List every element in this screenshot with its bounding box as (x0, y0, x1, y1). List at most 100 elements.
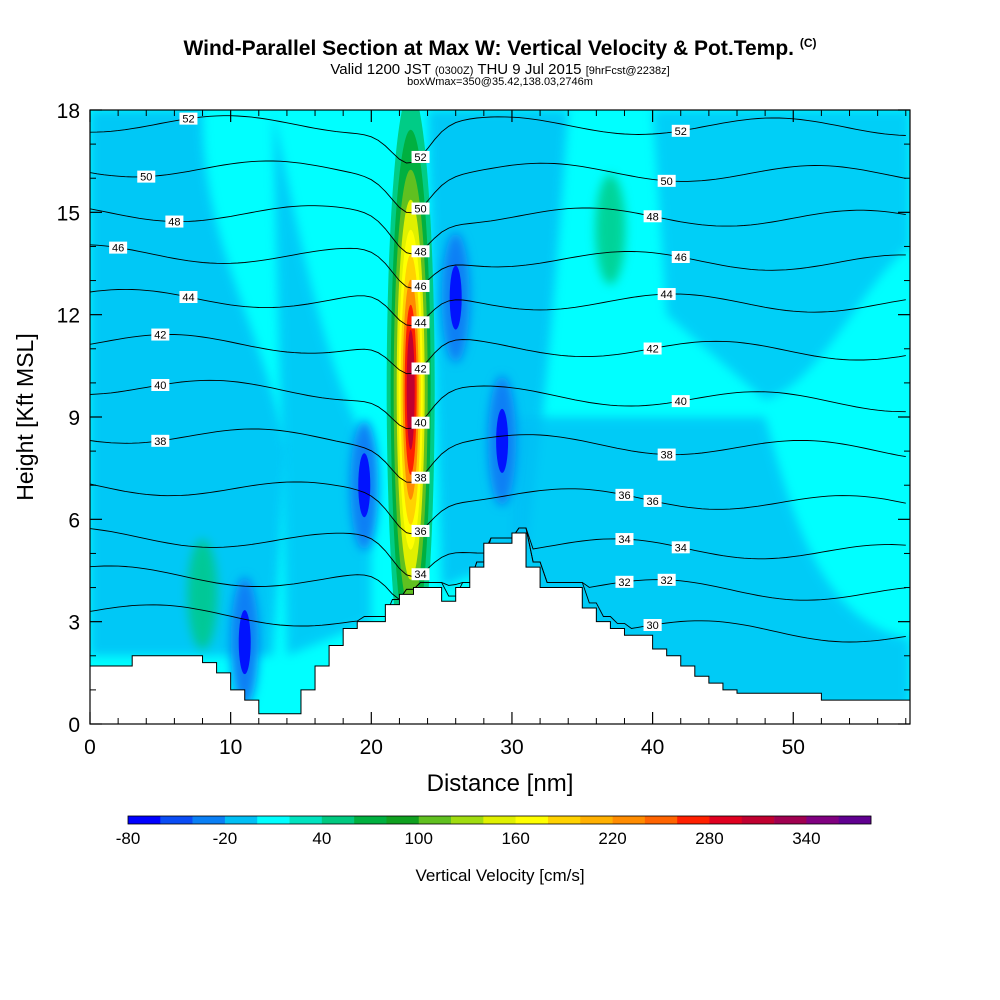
colorbar-swatch (418, 816, 452, 824)
label-box (671, 124, 690, 137)
isentrope-label-text: 34 (414, 569, 426, 581)
label-box (179, 291, 198, 304)
isentrope-label: 36 (615, 488, 634, 502)
x-tick-label: 0 (84, 736, 96, 759)
isentrope-36 (90, 481, 906, 535)
isentrope-label: 50 (411, 202, 430, 216)
colorbar-tick-label: 340 (792, 829, 820, 848)
label-box (411, 150, 430, 163)
label-box (643, 494, 662, 507)
colorbar-swatch (386, 816, 420, 824)
isentrope-label-text: 40 (675, 396, 687, 408)
isentrope-label-text: 40 (154, 380, 166, 392)
isentrope-44 (90, 288, 906, 327)
chart-title: Wind-Parallel Section at Max W: Vertical… (0, 36, 1000, 61)
colorbar-tick-label: 40 (312, 829, 331, 848)
isentrope-label-text: 42 (646, 344, 658, 356)
isentrope-label-text: 42 (154, 330, 166, 342)
isentrope-label-text: 34 (618, 534, 630, 546)
colorbar-swatch (806, 816, 839, 824)
label-box (411, 471, 430, 484)
isentrope-label-text: 48 (168, 217, 180, 229)
label-box (671, 541, 690, 554)
isentrope-label: 46 (411, 279, 430, 293)
label-box (643, 342, 662, 355)
label-box (411, 416, 430, 429)
contour-labels: 3030323234343436363638383840404042424244… (109, 112, 690, 632)
label-box (411, 362, 430, 375)
isentrope-label: 44 (657, 288, 676, 301)
y-tick-label: 9 (68, 407, 80, 430)
downdraft-core (238, 610, 251, 675)
isentrope-label-text: 52 (182, 114, 194, 126)
isentrope-48 (90, 205, 906, 255)
isentrope-label-text: 34 (675, 542, 687, 554)
isentrope-label: 46 (109, 241, 128, 255)
isentrope-label-text: 36 (618, 490, 630, 502)
weak-downdraft-region (652, 110, 910, 400)
colorbar-swatch (677, 816, 710, 824)
colorbar-swatch (354, 816, 387, 824)
forecast-info-text: [9hrFcst@2238z] (585, 65, 670, 77)
colorbar-swatch (192, 816, 226, 824)
isentrope-label: 48 (643, 210, 662, 223)
label-box (643, 618, 662, 631)
label-box (151, 434, 170, 447)
label-box (411, 568, 430, 581)
isentrope-label: 44 (179, 291, 198, 304)
terrain-layer (89, 532, 911, 725)
isentrope-label: 32 (615, 575, 634, 589)
x-tick-label: 30 (500, 736, 523, 759)
isentrope-34 (90, 527, 906, 578)
colorbar-swatch (224, 816, 258, 824)
isentrope-50 (90, 160, 906, 214)
isentrope-label-text: 38 (414, 473, 426, 485)
label-box (165, 215, 184, 228)
isentrope-label: 52 (411, 150, 430, 164)
isentrope-label: 34 (411, 568, 430, 581)
isentrope-label-text: 50 (661, 176, 673, 188)
box-info-text: boxWmax=350@35.42,138.03,2746m (407, 76, 593, 88)
title-mark: (C) (799, 36, 817, 50)
isentrope-label-text: 30 (646, 620, 658, 632)
colorbar: -80 -20 40 100 160 220 280 340 (116, 815, 872, 848)
label-box (151, 328, 170, 341)
colorbar-tick-label: 160 (501, 829, 529, 848)
colorbar-swatch (128, 816, 161, 824)
y-tick-label: 6 (68, 509, 80, 532)
x-tick-label: 50 (782, 736, 805, 759)
weak-downdraft-region (90, 110, 287, 656)
isentrope-label-text: 50 (414, 204, 426, 216)
x-tick-label: 20 (360, 736, 383, 759)
title-text: Wind-Parallel Section at Max W: Vertical… (183, 37, 794, 60)
isentrope-label-text: 36 (646, 496, 658, 508)
isentrope-label: 40 (671, 395, 690, 408)
colorbar-swatch (483, 816, 516, 824)
isentrope-40 (90, 379, 906, 430)
isentrope-label-text: 48 (414, 246, 426, 258)
downdraft-core (358, 453, 371, 518)
colorbar-swatch (160, 816, 193, 824)
valid-time-line: Valid 1200 JST (0300Z) THU 9 Jul 2015 [9… (0, 61, 1000, 78)
label-box (151, 379, 170, 392)
colorbar-swatch (451, 816, 484, 824)
isentrope-label: 38 (151, 434, 170, 448)
isentrope-52 (90, 115, 906, 164)
isentrope-label: 52 (671, 124, 690, 138)
label-box (411, 316, 430, 329)
terrain (89, 532, 911, 725)
isentrope-label-text: 32 (661, 575, 673, 587)
weak-downdraft-region (272, 110, 372, 656)
isentrope-label: 30 (643, 618, 662, 632)
isentrope-label-text: 44 (661, 289, 673, 301)
label-box (411, 279, 430, 292)
colorbar-swatch (321, 816, 355, 824)
isentrope-label-text: 44 (414, 317, 426, 329)
valid-date-text: THU 9 Jul 2015 (477, 61, 582, 78)
potential-temperature-contours (90, 115, 906, 643)
isentrope-label: 48 (165, 215, 184, 229)
label-box (615, 575, 634, 588)
valid-time-text: Valid 1200 JST (330, 61, 431, 78)
updraft-layer (406, 329, 415, 450)
